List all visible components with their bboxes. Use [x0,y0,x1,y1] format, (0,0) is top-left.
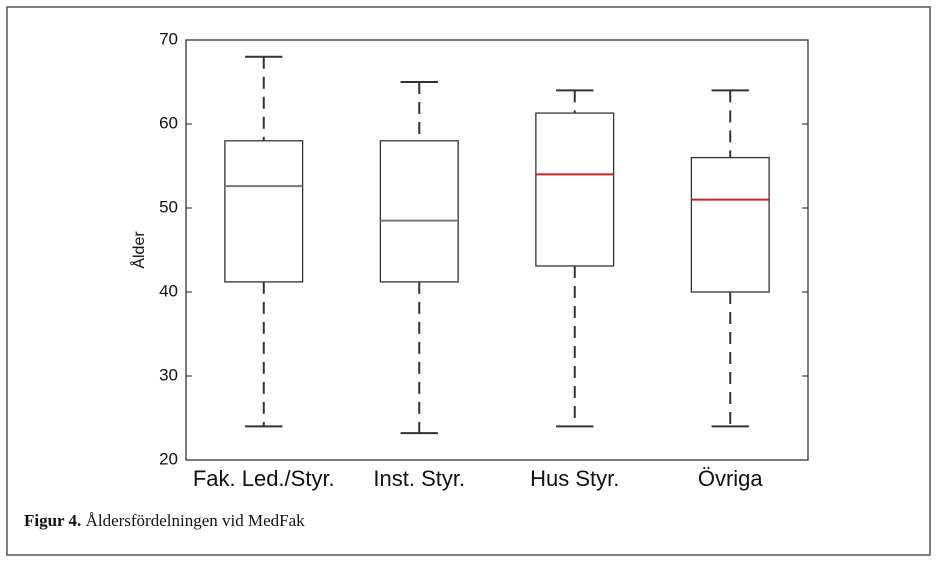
y-tick-label: 30 [159,365,178,384]
caption-text: Åldersfördelningen vid MedFak [86,511,306,530]
box [535,112,615,267]
caption: Figur 4. Åldersfördelningen vid MedFak [24,511,305,530]
figure-border [6,6,931,556]
x-tick-label: Övriga [698,466,764,491]
plot-frame [185,39,809,461]
y-tick-label: 60 [159,113,178,132]
box [379,140,459,283]
caption-label: Figur 4. [24,511,81,530]
x-tick-label: Hus Styr. [530,466,619,491]
y-tick-label: 40 [159,281,178,300]
x-tick-label: Inst. Styr. [373,466,465,491]
x-tick-label: Fak. Led./Styr. [193,466,335,491]
y-tick-label: 70 [159,29,178,48]
box [224,140,304,283]
y-axis-label: Ålder [129,231,148,269]
y-tick-label: 20 [159,449,178,468]
box [690,156,770,293]
y-tick-label: 50 [159,197,178,216]
